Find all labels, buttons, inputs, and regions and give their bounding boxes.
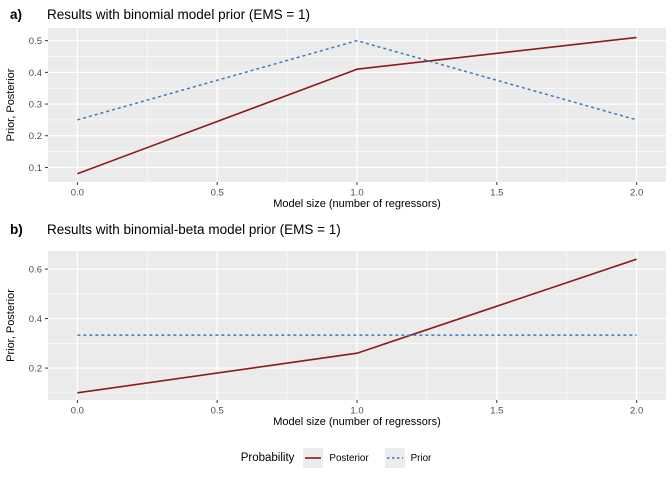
y-tick-label: 0.4 bbox=[29, 314, 42, 325]
legend-entry-posterior: Posterior bbox=[303, 448, 369, 468]
x-tick-label: 0.0 bbox=[71, 406, 84, 417]
y-tick-label: 0.2 bbox=[29, 131, 42, 142]
legend-title: Probability bbox=[240, 452, 295, 464]
prior-line-icon bbox=[386, 457, 403, 459]
charts-canvas: 0.0 0.5 1.0 1.5 2.0 0.1 0.2 0.3 0.4 0.5 Model size… bbox=[5, 28, 666, 428]
y-tick-label: 0.2 bbox=[29, 363, 42, 374]
x-tick-label: 1.5 bbox=[490, 188, 503, 199]
panel-a-header: a) Results with binomial model prior (EMS… bbox=[10, 6, 310, 24]
x-tick-label: 1.0 bbox=[350, 188, 363, 199]
y-tick-label: 0.1 bbox=[29, 163, 42, 174]
x-tick-label: 1.5 bbox=[490, 406, 503, 417]
x-tick-label: 0.5 bbox=[211, 188, 224, 199]
series-line-prior bbox=[77, 39, 637, 121]
panel-a-tag: a) bbox=[10, 7, 23, 22]
series-line-posterior bbox=[77, 36, 637, 175]
panel-b-title: Results with binomial-beta model prior (… bbox=[47, 222, 341, 237]
x-tick-label: 2.0 bbox=[630, 406, 643, 417]
posterior-line-icon bbox=[305, 457, 322, 459]
chart-a: 0.0 0.5 1.0 1.5 2.0 0.1 0.2 0.3 0.4 0.5 Model size… bbox=[5, 28, 666, 210]
legend: Probability Posterior Prior bbox=[0, 443, 672, 473]
legend-label-prior: Prior bbox=[410, 452, 432, 464]
chart-b: 0.0 0.5 1.0 1.5 2.0 0.2 0.4 0.6 Model size (numb… bbox=[5, 251, 666, 428]
y-tick-label: 0.6 bbox=[29, 264, 42, 275]
panel-b-header: b) Results with binomial-beta model prior… bbox=[10, 221, 341, 239]
y-tick-label: 0.3 bbox=[29, 99, 42, 110]
x-tick-label: 2.0 bbox=[630, 188, 643, 199]
series-line-posterior bbox=[77, 258, 637, 394]
x-tick-label: 0.0 bbox=[71, 188, 84, 199]
panel-a-title: Results with binomial model prior (EMS =… bbox=[47, 7, 310, 22]
x-tick-label: 1.0 bbox=[350, 406, 363, 417]
x-tick-label: 0.5 bbox=[211, 406, 224, 417]
y-axis-label: Prior, Posterior bbox=[5, 68, 17, 141]
x-axis-label: Model size (number of regressors) bbox=[273, 198, 441, 210]
y-tick-label: 0.5 bbox=[29, 36, 42, 47]
legend-key-posterior bbox=[303, 448, 324, 468]
y-tick-label: 0.4 bbox=[29, 68, 42, 79]
x-axis-label: Model size (number of regressors) bbox=[273, 416, 441, 428]
y-axis-label: Prior, Posterior bbox=[5, 289, 17, 362]
panel-b-tag: b) bbox=[10, 222, 23, 237]
legend-entry-prior: Prior bbox=[384, 448, 432, 468]
legend-key-prior bbox=[384, 448, 405, 468]
legend-label-posterior: Posterior bbox=[329, 452, 369, 464]
